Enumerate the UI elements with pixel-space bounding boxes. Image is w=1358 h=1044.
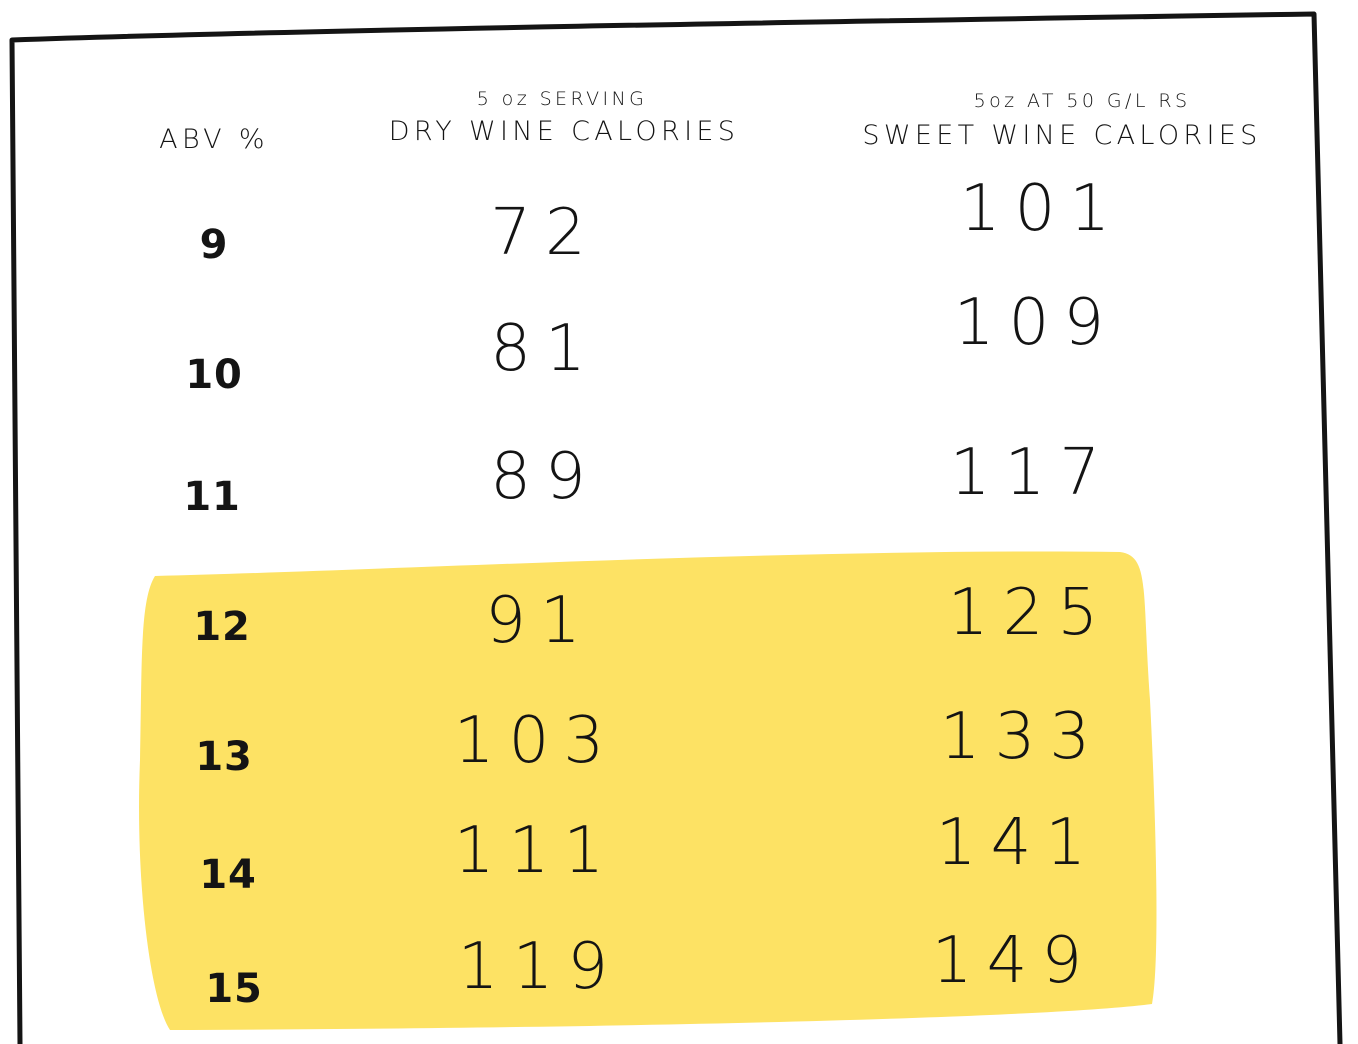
sweet-calories-cell: 117 xyxy=(949,436,1115,510)
dry-calories-cell: 103 xyxy=(453,704,619,778)
sweet-calories-cell: 149 xyxy=(931,924,1097,998)
dry-calories-cell: 91 xyxy=(485,584,595,658)
abv-cell: 12 xyxy=(193,604,251,650)
dry-calories-cell: 72 xyxy=(490,196,600,270)
dry-calories-cell: 111 xyxy=(453,814,619,888)
abv-cell: 9 xyxy=(199,222,229,268)
dry-calories-cell: 81 xyxy=(490,312,600,386)
abv-cell: 11 xyxy=(183,474,241,520)
sweet-calories-cell: 141 xyxy=(935,806,1101,880)
header-sweet-main: SWEET WINE CALORIES xyxy=(862,120,1262,151)
dry-calories-cell: 89 xyxy=(490,440,600,514)
header-dry-main: DRY WINE CALORIES xyxy=(388,116,740,147)
sweet-calories-cell: 109 xyxy=(953,286,1119,360)
dry-calories-cell: 119 xyxy=(457,930,623,1004)
header-abv: ABV % xyxy=(159,124,269,155)
sweet-calories-cell: 101 xyxy=(959,172,1125,246)
header-sweet-sub: 5oz AT 50 G/L RS xyxy=(973,90,1191,112)
abv-cell: 13 xyxy=(195,734,253,780)
header-dry-sub: 5 oz SERVING xyxy=(476,88,648,110)
abv-cell: 14 xyxy=(199,852,257,898)
abv-cell: 15 xyxy=(205,966,263,1012)
abv-cell: 10 xyxy=(185,352,243,398)
sweet-calories-cell: 133 xyxy=(939,700,1105,774)
sweet-calories-cell: 125 xyxy=(947,576,1113,650)
